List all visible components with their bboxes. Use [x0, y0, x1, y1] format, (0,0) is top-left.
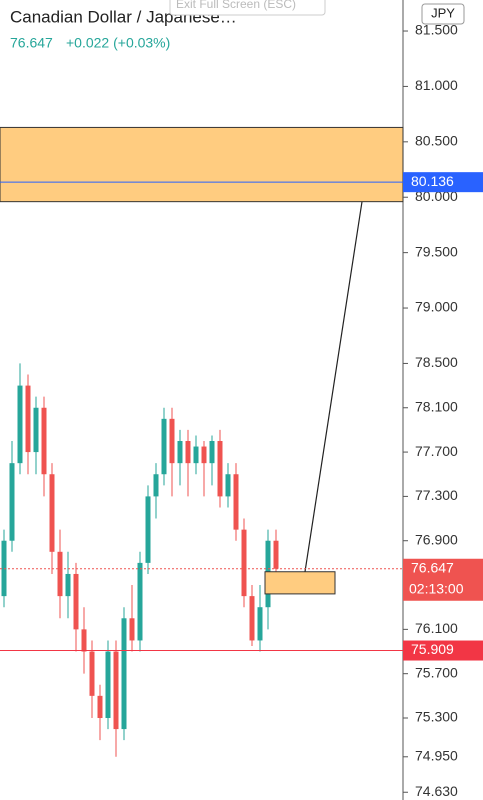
- candle-body: [33, 407, 39, 453]
- y-tick-label: 75.700: [415, 664, 458, 680]
- candle-body: [193, 446, 199, 464]
- candle-body: [57, 551, 63, 597]
- candle-body: [49, 474, 55, 552]
- candle-body: [81, 629, 87, 652]
- candle-body: [129, 618, 135, 641]
- candle-body: [41, 407, 47, 475]
- candle-body: [137, 562, 143, 641]
- y-tick-label: 74.950: [415, 747, 458, 763]
- candle-body: [25, 385, 31, 453]
- price-change: +0.022 (+0.03%): [66, 35, 170, 51]
- bar-countdown: 02:13:00: [409, 580, 464, 596]
- y-tick-label: 79.000: [415, 299, 458, 315]
- y-tick-label: 76.900: [415, 531, 458, 547]
- exit-fullscreen-button[interactable]: [169, 0, 326, 16]
- price-label: 76.647: [411, 559, 454, 575]
- exit-fullscreen-label[interactable]: Exit Full Screen (ESC): [176, 0, 296, 11]
- candle-body: [105, 651, 111, 719]
- last-price: 76.647: [10, 35, 53, 51]
- currency-box: [421, 3, 465, 25]
- candle-body: [257, 607, 263, 641]
- candle-body: [201, 446, 207, 464]
- candle-body: [153, 474, 159, 497]
- candle-body: [97, 695, 103, 719]
- candle-body: [17, 385, 23, 464]
- y-tick-label: 76.100: [415, 620, 458, 636]
- candle-body: [177, 440, 183, 464]
- candle-body: [249, 596, 255, 641]
- y-tick-label: 74.630: [415, 783, 458, 799]
- price-label-box: [403, 558, 483, 601]
- y-tick-label: 81.500: [415, 22, 458, 38]
- supply-zone: [0, 126, 404, 203]
- candle-body: [113, 651, 119, 730]
- y-tick-label: 77.300: [415, 487, 458, 503]
- target-box: [264, 571, 336, 595]
- candle-body: [225, 474, 231, 497]
- candle-body: [9, 463, 15, 541]
- candle-body: [145, 496, 151, 563]
- trend-line: [304, 201, 363, 572]
- candle-body: [121, 618, 127, 730]
- candle-body: [273, 540, 279, 569]
- y-tick-label: 80.500: [415, 133, 458, 149]
- y-tick-label: 75.300: [415, 709, 458, 725]
- y-tick-label: 77.700: [415, 443, 458, 459]
- candle-body: [65, 573, 71, 597]
- y-tick-label: 81.000: [415, 77, 458, 93]
- candle-body: [209, 440, 215, 464]
- y-tick-label: 79.500: [415, 243, 458, 259]
- candle-body: [73, 573, 79, 630]
- price-label: 75.909: [411, 641, 454, 657]
- y-tick-label: 78.500: [415, 354, 458, 370]
- candle-body: [89, 651, 95, 696]
- currency-label: JPY: [431, 5, 455, 20]
- candle-body: [185, 440, 191, 464]
- candle-body: [241, 529, 247, 597]
- candle-body: [217, 440, 223, 497]
- candle-body: [161, 418, 167, 475]
- price-label: 80.136: [411, 173, 454, 189]
- candle-body: [169, 418, 175, 464]
- y-tick-label: 78.100: [415, 398, 458, 414]
- price-label-box: [403, 172, 483, 193]
- candle-body: [233, 474, 239, 530]
- price-label-box: [403, 640, 483, 661]
